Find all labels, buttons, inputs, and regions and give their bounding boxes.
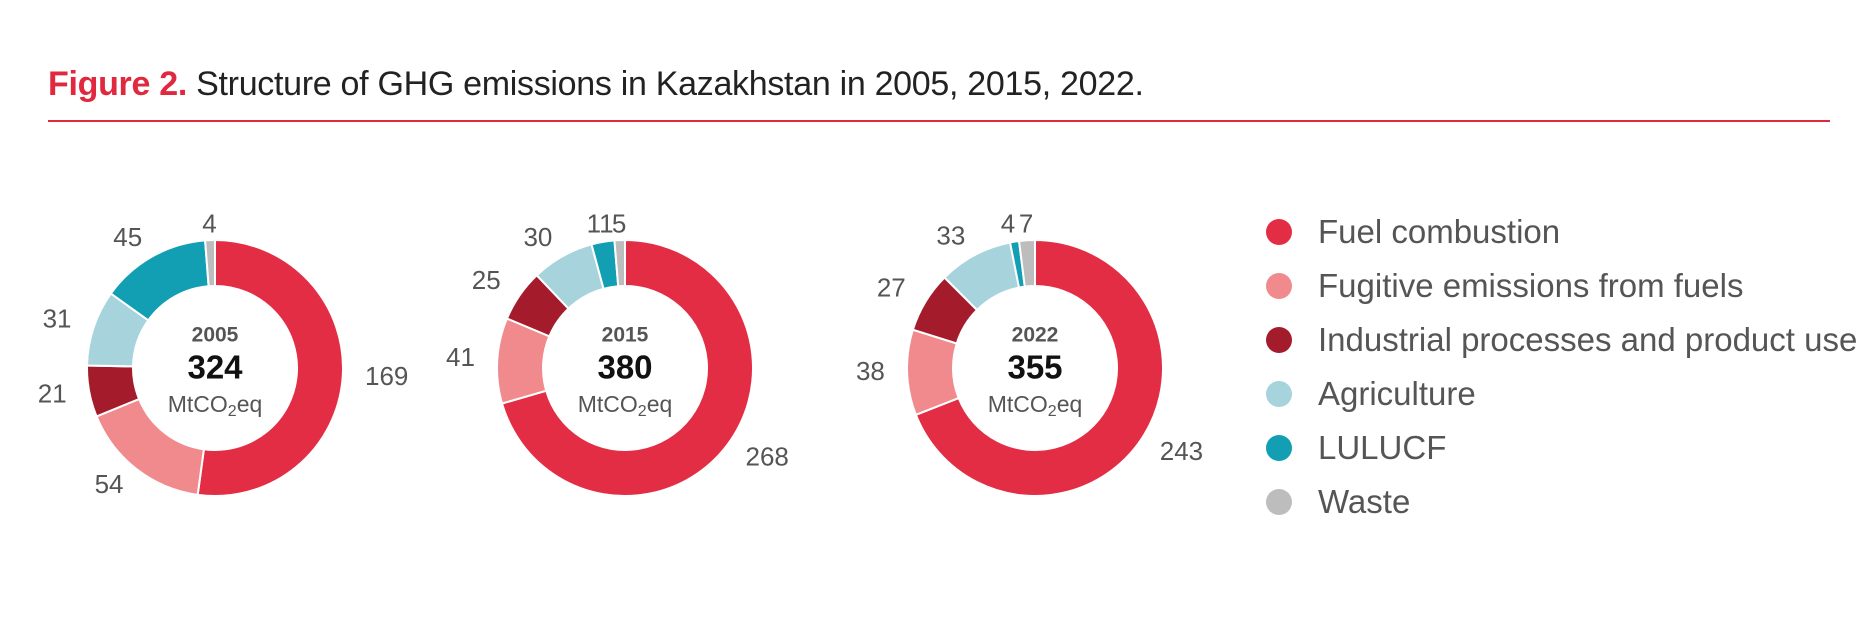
legend-label-industrial-processes-and-product-use: Industrial processes and product use xyxy=(1318,321,1858,358)
center-total-2005: 324 xyxy=(187,349,243,386)
center-unit-2015: MtCO2eq xyxy=(578,391,673,420)
data-label-2015-fugitive-emissions-from-fuels: 41 xyxy=(446,342,475,372)
center-year-2005: 2005 xyxy=(192,324,239,347)
legend-swatch-fuel-combustion xyxy=(1266,219,1292,245)
donut-segment-2005-fuel-combustion xyxy=(196,238,344,497)
data-label-2005-lulucf: 45 xyxy=(113,222,142,252)
legend: Fuel combustion Fugitive emissions from f… xyxy=(1266,205,1857,529)
donut-segment-2022-waste xyxy=(1017,238,1036,288)
legend-label-waste: Waste xyxy=(1318,483,1411,520)
legend-item-industrial-processes-and-product-use: Industrial processes and product use xyxy=(1266,313,1857,367)
legend-label-fugitive-emissions-from-fuels: Fugitive emissions from fuels xyxy=(1318,267,1744,304)
figure-label: Figure 2. xyxy=(48,65,187,103)
data-label-2005-fugitive-emissions-from-fuels: 54 xyxy=(95,469,124,499)
legend-label-lulucf: LULUCF xyxy=(1318,429,1447,466)
data-label-2022-agriculture: 33 xyxy=(936,220,965,250)
center-unit-2005: MtCO2eq xyxy=(168,391,263,420)
data-label-2015-fuel-combustion: 268 xyxy=(746,442,789,472)
donut-segment-2005-waste xyxy=(204,238,216,288)
data-label-2022-waste: 7 xyxy=(1019,208,1033,238)
data-label-2022-lulucf: 4 xyxy=(1001,209,1015,239)
center-unit-2022: MtCO2eq xyxy=(988,391,1083,420)
legend-swatch-waste xyxy=(1266,489,1292,515)
legend-item-fuel-combustion: Fuel combustion xyxy=(1266,205,1857,259)
data-label-2022-fugitive-emissions-from-fuels: 38 xyxy=(856,356,885,386)
data-label-2015-agriculture: 30 xyxy=(523,222,552,252)
legend-item-waste: Waste xyxy=(1266,475,1857,529)
title-rule xyxy=(48,120,1830,122)
data-label-2022-fuel-combustion: 243 xyxy=(1160,436,1203,466)
legend-swatch-fugitive-emissions-from-fuels xyxy=(1266,273,1292,299)
data-label-2005-agriculture: 31 xyxy=(43,303,72,333)
data-label-2005-industrial-processes-and-product-use: 21 xyxy=(38,379,67,409)
data-label-2005-waste: 4 xyxy=(202,208,216,238)
data-label-2015-industrial-processes-and-product-use: 25 xyxy=(472,265,501,295)
legend-label-agriculture: Agriculture xyxy=(1318,375,1476,412)
center-year-2015: 2015 xyxy=(602,324,649,347)
legend-item-agriculture: Agriculture xyxy=(1266,367,1857,421)
data-label-2005-fuel-combustion: 169 xyxy=(365,361,408,391)
data-label-2015-lulucf: 11 xyxy=(587,209,614,239)
legend-swatch-industrial-processes-and-product-use xyxy=(1266,327,1292,353)
legend-swatch-lulucf xyxy=(1266,435,1292,461)
donut-segment-2015-waste xyxy=(613,238,626,288)
legend-item-lulucf: LULUCF xyxy=(1266,421,1857,475)
legend-swatch-agriculture xyxy=(1266,381,1292,407)
figure-title-text: Structure of GHG emissions in Kazakhstan… xyxy=(196,65,1144,103)
donut-segment-2022-fuel-combustion xyxy=(914,238,1164,497)
figure-title: Figure 2. Structure of GHG emissions in … xyxy=(48,62,1144,106)
center-total-2022: 355 xyxy=(1007,349,1062,386)
legend-label-fuel-combustion: Fuel combustion xyxy=(1318,213,1561,250)
donut-segment-2015-fuel-combustion xyxy=(500,238,754,497)
center-total-2015: 380 xyxy=(597,349,652,386)
data-label-2015-waste: 5 xyxy=(612,208,626,238)
center-year-2022: 2022 xyxy=(1012,324,1059,347)
legend-item-fugitive-emissions-from-fuels: Fugitive emissions from fuels xyxy=(1266,259,1857,313)
data-label-2022-industrial-processes-and-product-use: 27 xyxy=(877,273,906,303)
